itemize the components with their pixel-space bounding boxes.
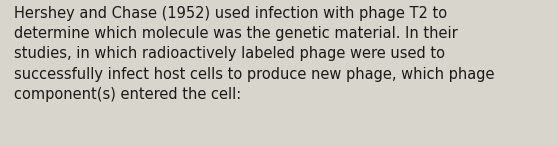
- Text: Hershey and Chase (1952) used infection with phage T2 to
determine which molecul: Hershey and Chase (1952) used infection …: [14, 6, 494, 102]
